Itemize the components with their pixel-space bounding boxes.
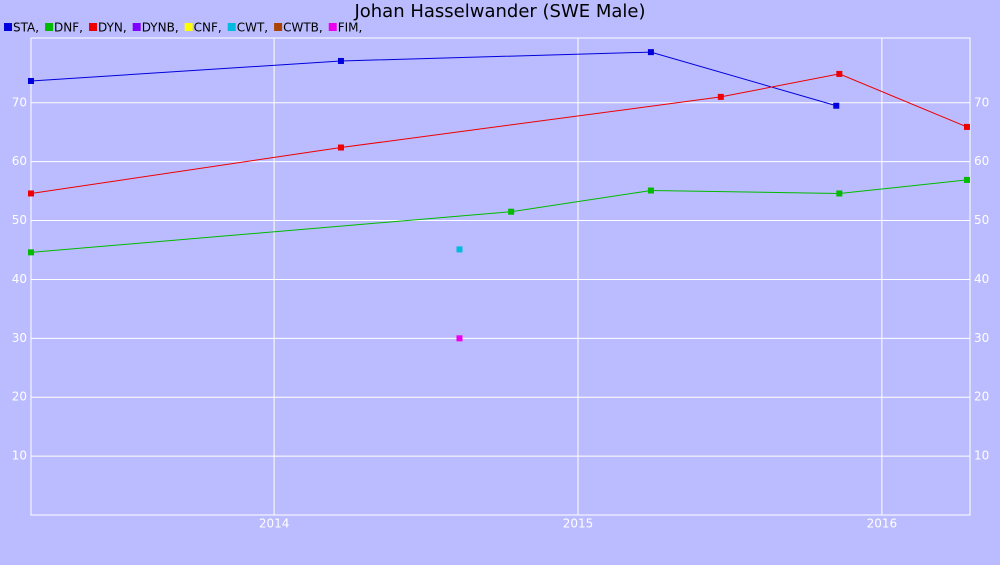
legend-label: CWTB,: [283, 21, 323, 35]
legend-swatch: [132, 23, 141, 31]
legend-label: DYNB,: [142, 21, 179, 35]
point-marker: [836, 70, 843, 77]
legend-swatch: [4, 23, 12, 31]
y-tick-label: 60: [12, 154, 27, 168]
point-marker: [28, 190, 34, 197]
legend-label: STA,: [13, 21, 39, 35]
y2-tick-label: 30: [974, 331, 989, 345]
point-marker: [508, 208, 515, 215]
legend-label: DNF,: [54, 21, 83, 35]
series-line: [30, 51, 837, 107]
y2-tick-label: 60: [974, 154, 989, 168]
point-marker: [28, 249, 34, 256]
y-tick-label: 70: [12, 95, 27, 109]
legend-swatch: [184, 23, 193, 31]
chart-title: Johan Hasselwander (SWE Male): [353, 1, 645, 22]
y2-tick-label: 20: [974, 390, 989, 404]
legend-swatch: [45, 23, 54, 31]
legend-label: FIM,: [338, 21, 363, 35]
point-marker: [963, 123, 970, 130]
legend-label: CWT,: [237, 21, 268, 35]
point-marker: [833, 102, 840, 109]
y-tick-label: 40: [12, 272, 27, 286]
y-tick-label: 10: [12, 449, 27, 463]
point-marker: [647, 187, 654, 194]
x-tick-label: 2015: [563, 517, 594, 531]
point-marker: [963, 176, 970, 183]
y2-tick-label: 40: [974, 272, 989, 286]
x-tick-label: 2016: [867, 517, 898, 531]
legend-label: CNF,: [194, 21, 222, 35]
legend-swatch: [328, 23, 337, 31]
legend-swatch: [88, 23, 97, 31]
point-marker: [456, 335, 463, 342]
plot-frame: [30, 37, 971, 516]
point-marker: [647, 49, 654, 56]
point-marker: [836, 190, 843, 197]
legend-swatch: [227, 23, 236, 31]
legend-label: DYN,: [98, 21, 127, 35]
y2-tick-label: 70: [974, 95, 989, 109]
point-marker: [337, 144, 344, 151]
x-tick-label: 2014: [259, 517, 290, 531]
y-tick-label: 30: [12, 331, 27, 345]
point-marker: [456, 246, 463, 253]
y2-tick-label: 10: [974, 449, 989, 463]
y-tick-label: 50: [12, 213, 27, 227]
y2-tick-label: 50: [974, 213, 989, 227]
point-marker: [28, 77, 34, 84]
y-tick-label: 20: [12, 390, 27, 404]
point-marker: [337, 57, 344, 64]
point-marker: [717, 93, 724, 100]
legend-swatch: [274, 23, 283, 31]
